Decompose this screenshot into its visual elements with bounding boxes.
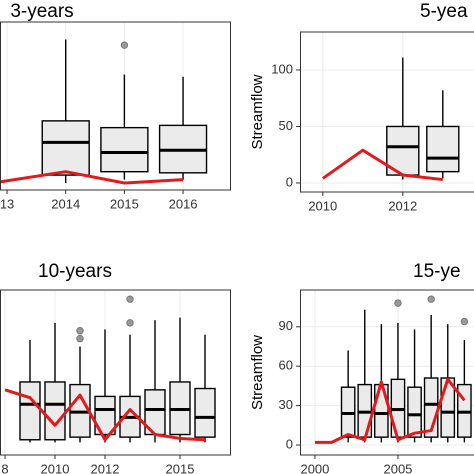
y-tick-label: 60 (279, 358, 293, 373)
panel-title: 3-years (10, 1, 73, 22)
box (94, 395, 116, 436)
line (321, 148, 443, 182)
outlier (460, 317, 469, 326)
y-axis-title: Streamflow (249, 335, 266, 410)
box (426, 125, 460, 173)
outlier (394, 299, 402, 307)
panel-border (0, 21, 231, 191)
box (374, 383, 389, 438)
box (44, 381, 66, 441)
x-tick-label: 2014 (51, 196, 80, 211)
box (19, 381, 41, 441)
line (4, 388, 206, 442)
outlier (126, 319, 134, 327)
x-tick-label: 13 (0, 196, 14, 211)
y-tick-label: 50 (279, 118, 293, 133)
panel-title: 15-ye (413, 261, 461, 282)
line (314, 377, 466, 444)
x-tick-label: 2012 (388, 198, 417, 213)
line (0, 170, 184, 185)
outlier (76, 334, 84, 343)
x-tick-label: 2000 (300, 461, 329, 474)
x-tick-label: 8 (1, 461, 8, 474)
y-axis-title: Streamflow (249, 74, 266, 149)
box (100, 126, 149, 173)
x-tick-label: 2016 (169, 196, 198, 211)
x-tick-label: 2012 (91, 461, 120, 474)
y-tick-label: 0 (286, 436, 293, 451)
y-tick-label: 0 (286, 174, 293, 189)
outlier (427, 295, 435, 303)
panel-border (300, 31, 474, 193)
box (194, 387, 216, 438)
x-tick-label: 2015 (166, 461, 195, 474)
panel-title: 5-yea (420, 1, 468, 22)
outlier (126, 295, 134, 303)
box (407, 386, 422, 438)
panel-border (0, 289, 231, 456)
panel-border (300, 289, 474, 456)
outlier (120, 41, 129, 49)
y-tick-label: 100 (271, 61, 293, 76)
outlier (76, 327, 84, 335)
y-tick-label: 90 (279, 318, 293, 333)
x-tick-label: 2005 (383, 461, 412, 474)
panel-title: 10-years (38, 261, 112, 282)
x-tick-label: 2015 (110, 196, 139, 211)
x-tick-label: 2010 (41, 461, 70, 474)
y-tick-label: 30 (279, 397, 293, 412)
x-tick-label: 2010 (308, 198, 337, 213)
box (41, 120, 90, 176)
